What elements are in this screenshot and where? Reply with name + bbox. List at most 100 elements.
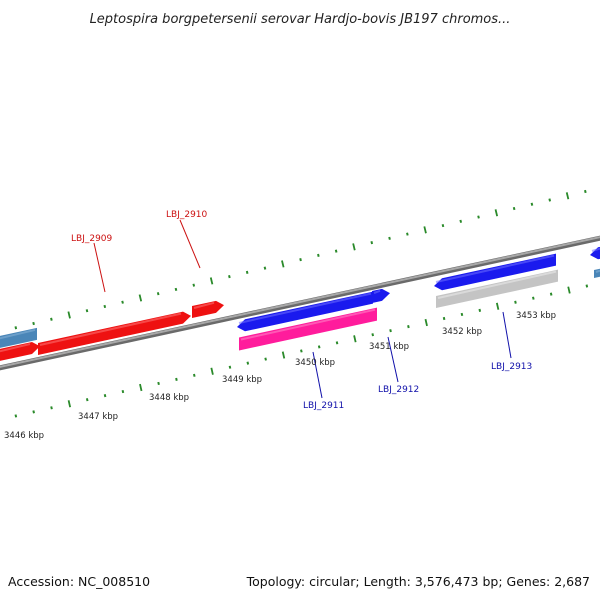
major-tick: [424, 318, 428, 327]
major-tick: [67, 400, 72, 408]
gene-label-lbj-2912: LBJ_2912: [378, 385, 419, 395]
minor-tick: [317, 345, 321, 349]
minor-tick: [317, 253, 320, 257]
major-tick: [495, 302, 500, 310]
minor-tick: [548, 198, 552, 202]
minor-tick: [300, 349, 303, 353]
outer-tick-track: [14, 189, 587, 330]
kbp-label-3447: 3447 kbp: [78, 412, 118, 422]
minor-tick: [228, 275, 231, 279]
minor-tick: [459, 219, 463, 223]
gene-blue-right-edge: [590, 246, 600, 260]
minor-tick: [549, 292, 553, 296]
minor-tick: [334, 249, 338, 253]
minor-tick: [441, 223, 445, 228]
minor-tick: [85, 309, 89, 313]
minor-tick: [50, 406, 53, 410]
kbp-label-3449: 3449 kbp: [222, 375, 262, 385]
minor-tick: [335, 341, 339, 345]
kbp-label-3450: 3450 kbp: [295, 358, 335, 368]
major-tick: [209, 277, 214, 285]
map-title: Leptospira borgpetersenii serovar Hardjo…: [90, 12, 511, 27]
gene-label-lbj-2910: LBJ_2910: [166, 210, 208, 220]
minor-tick: [50, 317, 53, 321]
major-tick: [281, 351, 286, 359]
gene-lbj-2912: [372, 288, 390, 303]
minor-tick: [407, 325, 410, 329]
minor-tick: [175, 377, 178, 381]
kbp-label-3451: 3451 kbp: [369, 342, 409, 352]
genome-summary-text: Topology: circular; Length: 3,576,473 bp…: [246, 574, 590, 589]
leader-lbj-2912: [387, 336, 399, 383]
minor-tick: [442, 316, 446, 321]
minor-tick: [512, 206, 516, 211]
minor-tick: [246, 361, 250, 365]
minor-tick: [371, 333, 375, 337]
major-tick: [494, 209, 499, 217]
minor-tick: [460, 312, 464, 317]
minor-tick: [406, 232, 409, 236]
major-tick: [567, 286, 571, 294]
gene-steel-left: [0, 327, 37, 348]
kbp-label-3446: 3446 kbp: [4, 431, 44, 441]
inner-tick-track: [14, 284, 589, 418]
minor-tick: [14, 326, 18, 330]
kbp-label-3448: 3448 kbp: [149, 393, 189, 403]
minor-tick: [388, 236, 391, 240]
kbp-label-3452: 3452 kbp: [442, 327, 482, 337]
leader-lbj-2913: [502, 311, 512, 359]
minor-tick: [156, 292, 160, 296]
leader-lbj-2910: [179, 219, 201, 269]
gene-label-lbj-2911: LBJ_2911: [303, 401, 344, 411]
minor-tick: [121, 389, 125, 394]
minor-tick: [370, 241, 374, 245]
major-tick: [565, 192, 570, 200]
kbp-label-3453: 3453 kbp: [516, 311, 556, 321]
gene-lbj-2913-blue: [434, 253, 556, 291]
minor-tick: [585, 284, 589, 288]
minor-tick: [532, 296, 535, 300]
minor-tick: [477, 215, 480, 219]
gene-track: [0, 246, 600, 361]
minor-tick: [192, 283, 196, 287]
major-tick: [423, 226, 427, 234]
major-tick: [281, 260, 285, 268]
minor-tick: [85, 398, 89, 402]
minor-tick: [192, 373, 196, 377]
minor-tick: [157, 381, 160, 386]
gene-lbj-2909: [38, 311, 191, 355]
minor-tick: [14, 414, 18, 418]
minor-tick: [174, 287, 178, 292]
gene-label-lbj-2909: LBJ_2909: [71, 234, 113, 244]
minor-tick: [32, 410, 35, 414]
accession-text: Accession: NC_008510: [8, 574, 150, 589]
leader-lbj-2909: [93, 242, 106, 293]
major-tick: [353, 335, 357, 343]
minor-tick: [478, 308, 482, 312]
major-tick: [138, 294, 143, 302]
major-tick: [139, 383, 143, 392]
gene-lbj-2910: [192, 300, 224, 318]
minor-tick: [299, 258, 302, 262]
gene-steel-right: [594, 268, 600, 278]
gene-lbj-2911-pink: [239, 307, 377, 351]
minor-tick: [264, 357, 267, 361]
minor-tick: [584, 189, 587, 194]
minor-tick: [530, 202, 534, 206]
chromosome-backbone: [0, 235, 600, 371]
major-tick: [352, 243, 356, 251]
gene-label-lbj-2913: LBJ_2913: [491, 362, 532, 372]
leader-lbj-2911: [312, 351, 323, 399]
minor-tick: [103, 394, 107, 398]
gene-lbj-2911-blue: [237, 291, 373, 332]
minor-tick: [32, 321, 35, 326]
major-tick: [67, 311, 71, 319]
minor-tick: [228, 365, 232, 369]
minor-tick: [103, 304, 107, 309]
minor-tick: [514, 300, 517, 304]
minor-tick: [245, 270, 249, 274]
minor-tick: [389, 329, 392, 333]
minor-tick: [263, 266, 267, 270]
